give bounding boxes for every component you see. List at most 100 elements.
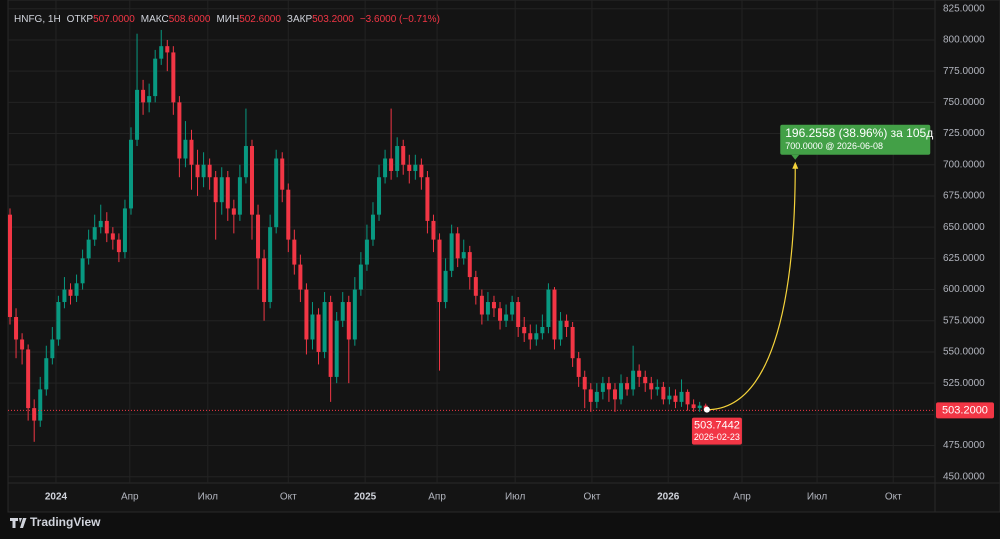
candle-body [395, 146, 400, 171]
candle-body [413, 164, 418, 171]
candle-body [165, 46, 170, 53]
x-tick-label: 2024 [45, 492, 68, 503]
candle-body [98, 220, 103, 228]
projection-target [792, 161, 799, 169]
candle-body [352, 289, 357, 340]
candles [7, 29, 708, 442]
candle-body [473, 277, 478, 296]
logo-icon [10, 518, 27, 528]
y-tick-label: 750.0000 [943, 97, 985, 108]
candle-body [679, 391, 684, 402]
x-tick-label: Окт [584, 492, 601, 503]
y-tick-label: 625.0000 [943, 253, 985, 264]
candle-body [249, 146, 254, 215]
candle-body [62, 289, 67, 303]
y-tick-label: 650.0000 [943, 222, 985, 233]
y-tick-label: 725.0000 [943, 128, 985, 139]
candle-body [92, 227, 97, 240]
brand-logo: TradingView [10, 515, 101, 529]
candle-body [358, 264, 363, 290]
candle-body [377, 177, 382, 215]
brand-name: TradingView [30, 515, 101, 529]
candle-body [50, 339, 55, 359]
candle-body [231, 208, 236, 215]
y-tick-label: 800.0000 [943, 35, 985, 46]
candle-body [20, 339, 25, 350]
candle-body [207, 164, 212, 178]
candle-body [346, 302, 351, 340]
candle-body [431, 220, 436, 240]
candle-body [128, 139, 133, 209]
start-date: 2026-02-23 [694, 432, 740, 442]
x-tick-label: 2025 [354, 492, 377, 503]
y-tick-label: 825.0000 [943, 3, 985, 14]
candle-body [141, 89, 146, 103]
candle-body [504, 314, 509, 321]
candle-body [685, 391, 690, 405]
x-tick-label: Июл [198, 492, 218, 503]
candle-body [491, 302, 496, 309]
candle-body [619, 383, 624, 400]
x-tick-label: 2026 [657, 492, 680, 503]
candle-body [243, 146, 248, 178]
y-tick-label: 450.0000 [943, 471, 985, 482]
candle-body [498, 308, 503, 321]
candle-body [691, 404, 696, 409]
candle-body [588, 389, 593, 402]
projection-curve [706, 164, 796, 411]
candle-body [606, 383, 611, 390]
start-value: 503.7442 [694, 420, 740, 432]
candle-body [328, 302, 333, 377]
candle-body [292, 239, 297, 265]
candle-body [322, 302, 327, 352]
candle-body [425, 177, 430, 221]
candle-body [522, 326, 527, 334]
candle-body [510, 302, 515, 315]
candle-body [558, 320, 563, 340]
candle-body [516, 302, 521, 327]
candle-body [38, 389, 43, 421]
candle-body [534, 333, 539, 340]
candle-body [310, 314, 315, 340]
candle-body [655, 386, 660, 390]
price-tag-label: 503.2000 [942, 404, 988, 416]
candle-body [74, 283, 79, 296]
candle-body [340, 302, 345, 321]
candle-body [661, 386, 666, 400]
y-tick-label: 575.0000 [943, 315, 985, 326]
candle-body [268, 227, 273, 303]
candle-body [256, 214, 261, 259]
candle-body [110, 233, 115, 240]
candle-body [286, 189, 291, 240]
candle-body [600, 383, 605, 392]
y-tick-label: 775.0000 [943, 66, 985, 77]
candle-body [419, 164, 424, 178]
candle-body [44, 358, 49, 390]
candle-body [540, 326, 545, 334]
price-tag [936, 402, 994, 419]
y-tick-label: 600.0000 [943, 284, 985, 295]
legend: HNFG, 1Н ОТКР507.0000 МАКС508.6000 МИН502.6… [14, 14, 440, 25]
field-label: МИН [216, 14, 239, 25]
candle-body [479, 295, 484, 315]
candle-body [612, 389, 617, 400]
candle-body [280, 158, 285, 190]
candle-body [455, 233, 460, 259]
candle-body [32, 408, 37, 421]
field-label: МАКС [141, 14, 169, 25]
y-tick-label: 525.0000 [943, 378, 985, 389]
candle-body [582, 376, 587, 390]
candle-body [594, 391, 599, 402]
target-subtitle: 700.0000 @ 2026-06-08 [785, 141, 883, 151]
candle-body [122, 208, 127, 253]
x-tick-label: Апр [121, 492, 139, 503]
x-tick-label: Июл [505, 492, 525, 503]
candle-body [643, 376, 648, 384]
field-value: 507.0000 [93, 14, 135, 25]
field-value: 508.6000 [169, 14, 211, 25]
candle-body [298, 264, 303, 290]
candle-body [26, 349, 31, 409]
candle-body [570, 326, 575, 359]
candle-body [370, 214, 375, 240]
field-value: 502.6000 [239, 14, 281, 25]
